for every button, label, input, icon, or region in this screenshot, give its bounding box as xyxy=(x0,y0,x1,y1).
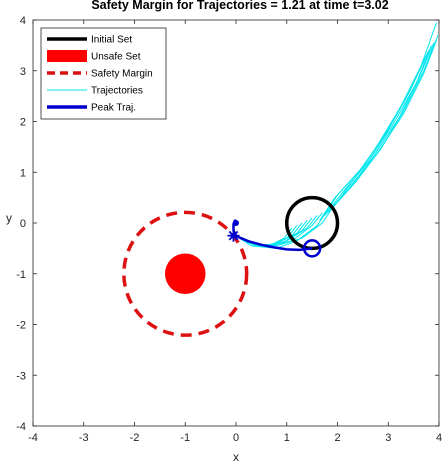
trajectory-line xyxy=(329,40,437,211)
y-tick-label: 2 xyxy=(20,117,26,129)
trajectory-line xyxy=(321,50,430,219)
legend-label: Unsafe Set xyxy=(91,52,141,63)
trajectory-line xyxy=(235,207,333,247)
unsafe-set xyxy=(164,253,206,295)
legend-label: Peak Traj. xyxy=(91,103,136,114)
legend-label: Safety Margin xyxy=(91,69,153,80)
y-tick-label: -1 xyxy=(16,269,26,281)
y-tick-label: 3 xyxy=(20,66,26,78)
legend: Initial Set Unsafe Set Safety Margin Trajec… xyxy=(40,27,167,120)
peak-asterisk-marker xyxy=(227,229,240,242)
asterisk-stroke xyxy=(228,230,239,241)
trajectory-line xyxy=(324,45,432,216)
trajectory-line xyxy=(334,22,437,206)
y-tick-label: -2 xyxy=(16,320,26,332)
y-tick-label: -4 xyxy=(16,421,26,433)
x-tick-label: 4 xyxy=(436,432,442,444)
initial-set-circle xyxy=(285,195,340,251)
axis-ticks: -4 -3 -2 -1 0 1 2 3 4 -4 -3 -2 -1 0 1 2 3 4 xyxy=(16,15,442,444)
y-tick-label: 4 xyxy=(20,15,26,27)
x-tick-label: 0 xyxy=(233,432,239,444)
y-tick-label: -3 xyxy=(16,370,26,382)
x-axis-label: x xyxy=(233,450,239,464)
y-tick-label: 1 xyxy=(20,167,26,179)
x-tick-label: -4 xyxy=(28,432,38,444)
y-tick-label: 0 xyxy=(20,218,26,230)
x-tick-label: 1 xyxy=(284,432,290,444)
legend-label: Initial Set xyxy=(91,35,132,46)
trajectory-line xyxy=(332,35,439,209)
x-tick-label: 3 xyxy=(385,432,391,444)
peak-end-marker xyxy=(233,220,239,226)
plot-area xyxy=(122,22,439,337)
peak-start-marker xyxy=(302,239,322,258)
trajectory-line xyxy=(319,55,427,221)
safety-margin-circle xyxy=(122,210,249,337)
y-axis-label: y xyxy=(6,211,12,225)
trajectory-line xyxy=(235,210,328,249)
x-tick-label: 2 xyxy=(334,432,340,444)
legend-swatch-unsafe-set xyxy=(47,50,87,62)
legend-label: Trajectories xyxy=(91,86,143,97)
x-tick-label: -2 xyxy=(130,432,140,444)
chart-title: Safety Margin for Trajectories = 1.21 at… xyxy=(91,0,388,12)
trajectory-line xyxy=(326,42,435,214)
x-tick-label: -1 xyxy=(180,432,190,444)
x-tick-label: -3 xyxy=(79,432,89,444)
